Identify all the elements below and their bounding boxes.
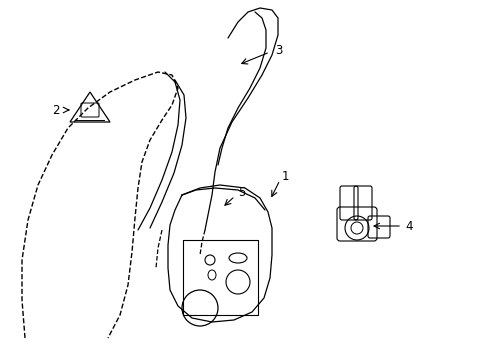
Text: 1: 1 [282,170,289,183]
Text: 2: 2 [52,104,60,117]
Text: 4: 4 [404,220,412,233]
Text: 5: 5 [238,186,245,199]
Text: 3: 3 [274,44,282,57]
